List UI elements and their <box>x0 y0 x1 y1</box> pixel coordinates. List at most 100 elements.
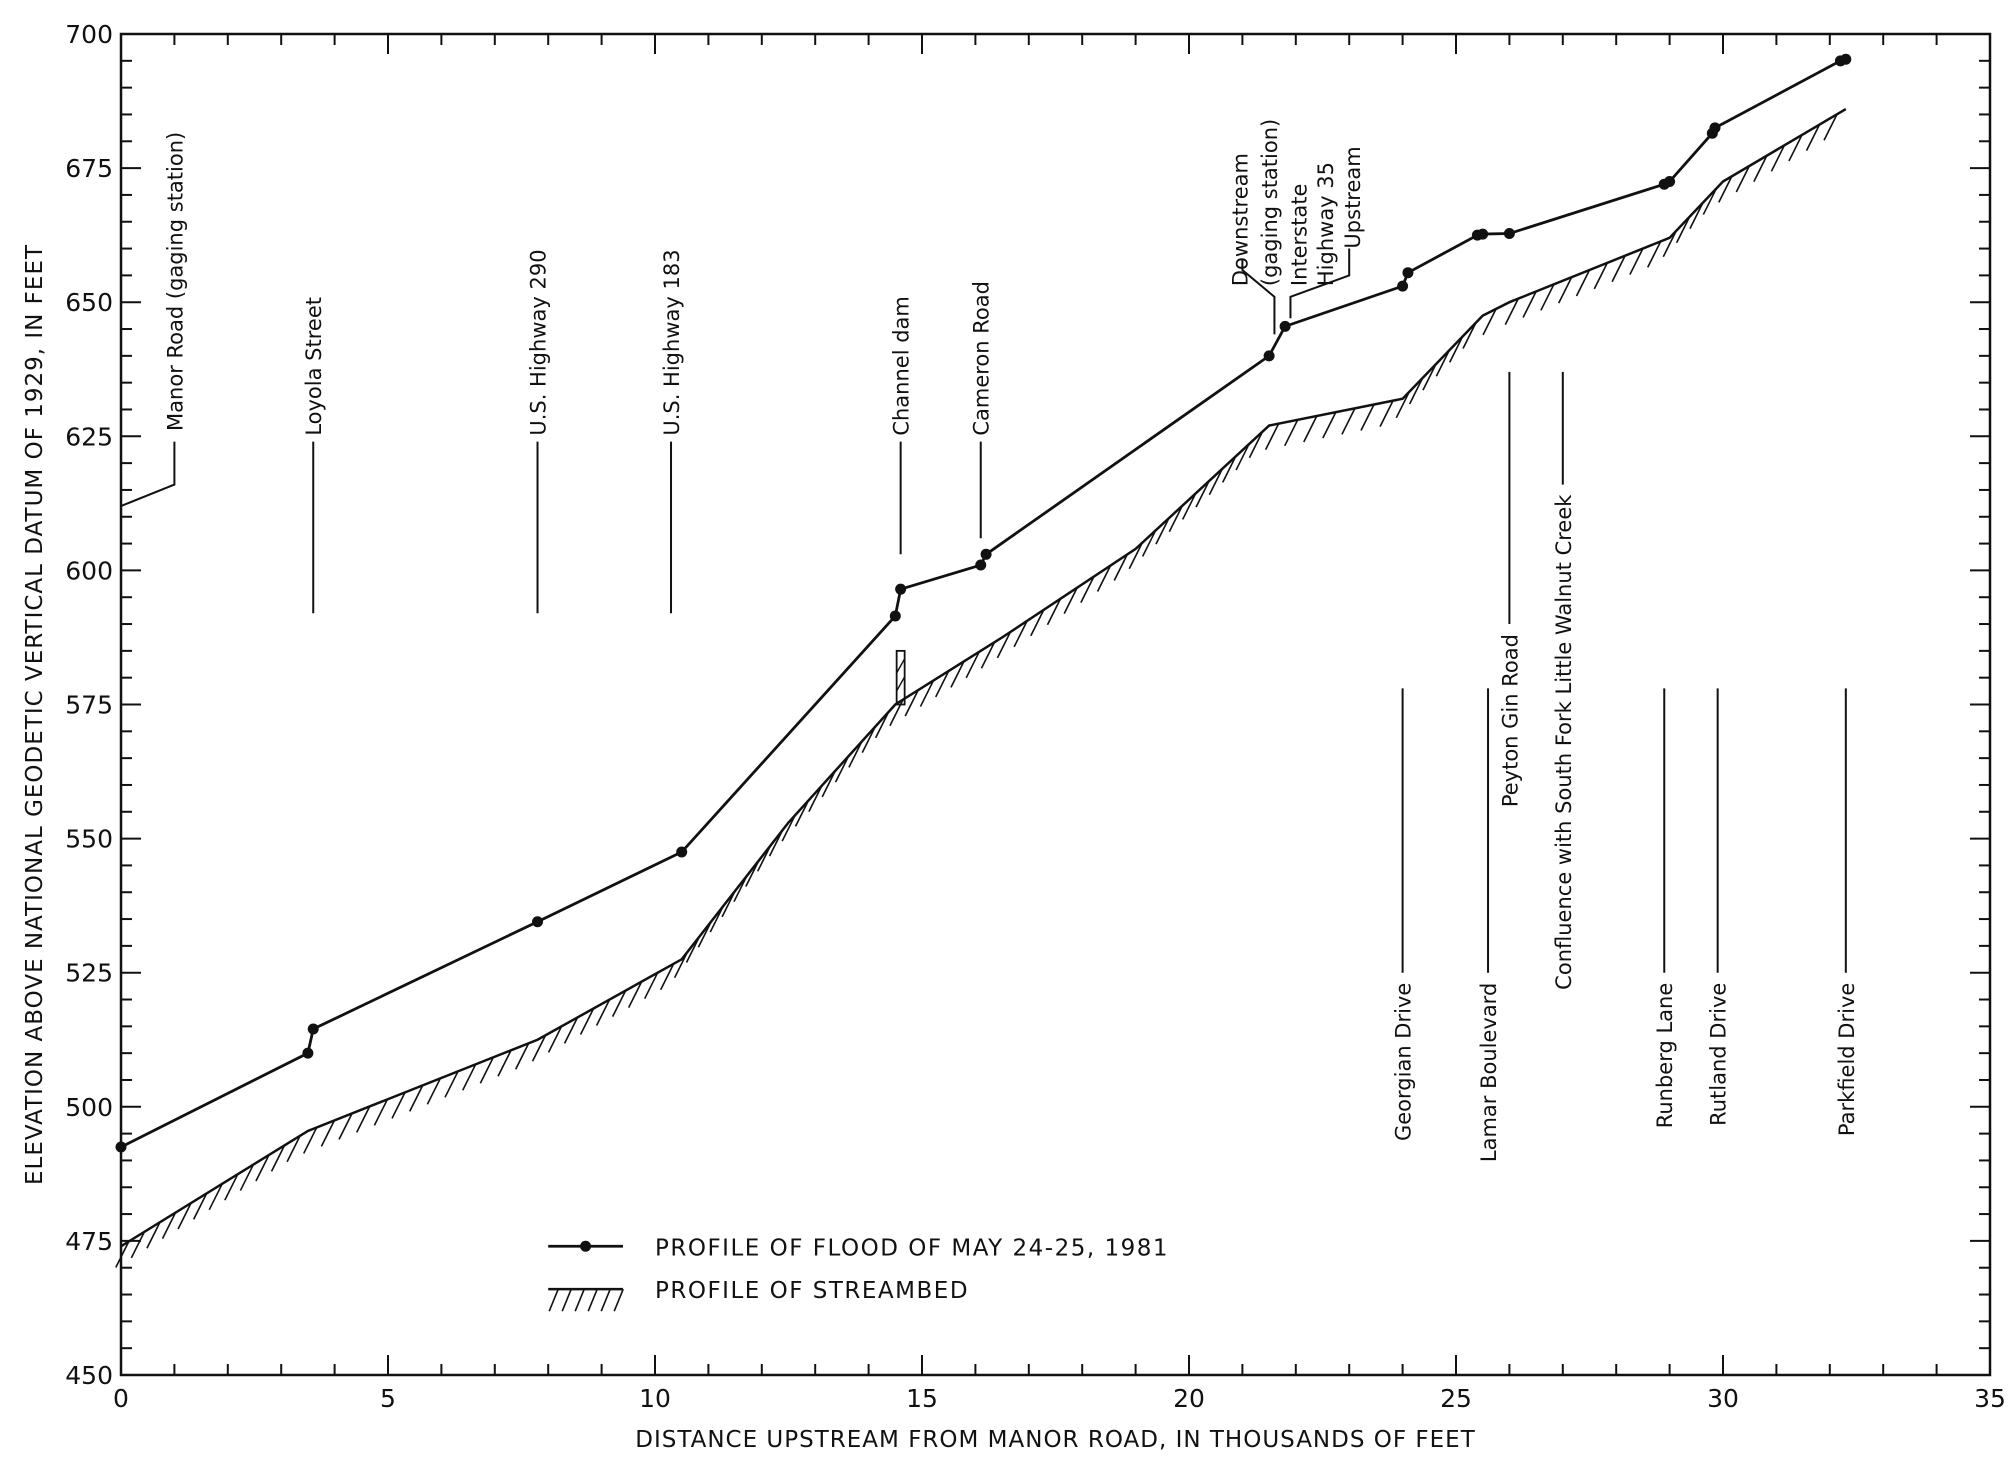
streambed-hatch <box>1823 113 1838 141</box>
streambed-hatch <box>756 844 772 872</box>
streambed-hatch <box>1675 216 1691 244</box>
streambed-hatch <box>1395 391 1410 419</box>
streambed-hatch <box>1181 493 1197 520</box>
streambed-hatch <box>1646 241 1662 268</box>
channel-dam-hatch <box>896 658 906 674</box>
flood-point <box>1263 350 1275 362</box>
y-tick-label: 575 <box>65 691 113 720</box>
x-tick-label: 5 <box>380 1384 396 1413</box>
annotation-leader <box>120 441 176 507</box>
flood-point <box>1402 267 1414 279</box>
streambed-hatch <box>1593 262 1609 290</box>
streambed-hatch <box>794 800 810 827</box>
streambed-hatch <box>1435 349 1451 377</box>
streambed-hatch <box>1482 308 1497 336</box>
streambed-hatch <box>270 1144 286 1172</box>
streambed-hatch <box>1322 411 1337 439</box>
streambed-hatch <box>303 1127 318 1154</box>
legend-streambed-hatch <box>600 1288 611 1312</box>
streambed-hatch <box>1805 124 1821 151</box>
flood-point <box>676 846 688 858</box>
streambed-hatch <box>1235 443 1250 471</box>
annotation-label: Georgian Drive <box>1392 983 1416 1141</box>
streambed-hatch <box>643 972 659 1000</box>
streambed-series <box>115 108 1847 1268</box>
flood-point <box>1664 176 1676 188</box>
flood-point <box>889 610 901 622</box>
streambed-hatch <box>391 1092 406 1119</box>
streambed-hatch <box>130 1231 146 1259</box>
streambed-hatch <box>1575 269 1591 297</box>
flood-point <box>1397 280 1409 292</box>
annotation-label: Confluence with South Fork Little Walnut… <box>1552 494 1576 990</box>
streambed-hatch <box>919 680 935 707</box>
flood-point <box>1477 228 1489 240</box>
streambed-hatch <box>531 1034 547 1062</box>
streambed-hatch <box>659 963 675 991</box>
interstate-label: (gaging station) <box>1258 119 1282 286</box>
y-tick-label: 650 <box>65 288 113 317</box>
streambed-hatch <box>904 689 919 717</box>
streambed-hatch <box>1611 255 1626 283</box>
streambed-line <box>120 108 1847 1248</box>
x-tick-label: 25 <box>1440 1384 1472 1413</box>
legend-flood-marker <box>580 1240 592 1252</box>
interstate-label: Highway 35 <box>1314 162 1338 286</box>
streambed-hatch <box>286 1135 301 1163</box>
flood-point <box>115 1141 127 1153</box>
flood-point <box>1709 122 1721 134</box>
streambed-hatch <box>950 661 965 688</box>
streambed-hatch <box>1504 298 1520 325</box>
flood-point <box>980 548 992 560</box>
annotation-label: U.S. Highway 290 <box>527 249 551 435</box>
flood-point <box>895 583 907 595</box>
legend-streambed-hatch <box>561 1288 572 1312</box>
axes <box>119 32 1992 1377</box>
flood-point <box>532 916 544 928</box>
flood-point <box>1503 228 1515 240</box>
streambed-hatch <box>208 1183 223 1211</box>
streambed-hatch <box>1522 291 1537 318</box>
flood-point <box>1279 320 1291 332</box>
legend-streambed-hatch <box>548 1288 559 1312</box>
streambed-hatch <box>338 1113 353 1140</box>
y-tick-label: 525 <box>65 959 113 988</box>
streambed-hatch <box>177 1202 192 1230</box>
streambed-hatch <box>408 1084 424 1112</box>
streambed-hatch <box>1222 456 1237 483</box>
streambed-hatch <box>1341 407 1356 435</box>
flood-line <box>120 57 1847 1149</box>
streambed-hatch <box>611 990 627 1017</box>
y-tick-label: 500 <box>65 1093 113 1122</box>
streambed-hatch <box>1030 609 1045 637</box>
streambed-hatch <box>1557 276 1573 304</box>
streambed-hatch <box>685 936 701 963</box>
streambed-hatch <box>1208 468 1224 496</box>
y-tick-label: 450 <box>65 1361 113 1390</box>
interstate-downstream-leader <box>1241 259 1276 335</box>
streambed-hatch <box>595 999 611 1026</box>
streambed-hatch <box>1753 155 1768 183</box>
streambed-hatch <box>239 1164 255 1191</box>
streambed-hatch <box>356 1106 371 1133</box>
interstate-label: Downstream <box>1229 153 1253 286</box>
streambed-hatch <box>627 981 643 1008</box>
streambed-hatch <box>874 711 890 739</box>
streambed-hatch <box>1540 283 1555 311</box>
y-tick-label: 700 <box>65 20 113 49</box>
flood-series <box>115 53 1852 1153</box>
x-tick-label: 30 <box>1707 1384 1739 1413</box>
streambed-hatch <box>709 905 724 933</box>
y-tick-label: 675 <box>65 154 113 183</box>
streambed-hatch <box>733 875 748 903</box>
annotation-label: Channel dam <box>890 296 914 436</box>
streambed-hatch <box>224 1173 239 1201</box>
streambed-hatch <box>1096 565 1112 592</box>
y-tick-label: 625 <box>65 422 113 451</box>
streambed-hatch <box>146 1221 161 1249</box>
annotation-label: Runberg Lane <box>1653 983 1677 1129</box>
streambed-hatch <box>1702 188 1718 215</box>
annotation-label: Cameron Road <box>970 281 994 436</box>
streambed-hatch <box>697 920 713 948</box>
